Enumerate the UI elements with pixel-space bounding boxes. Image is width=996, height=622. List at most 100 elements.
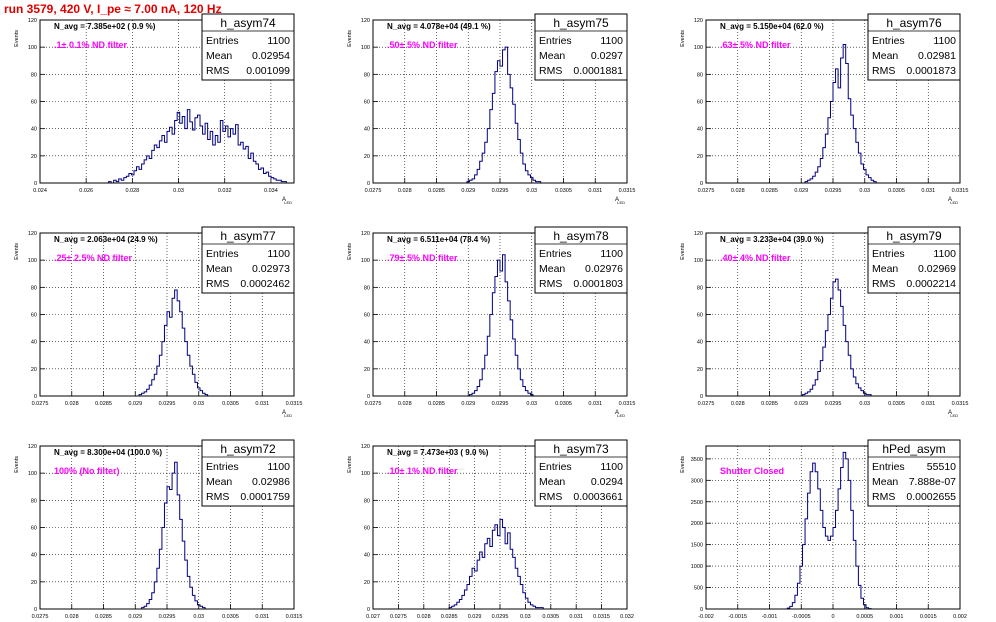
histogram-panel-h_asym72: 0.0275 0.028 0.0285 0.029 0.0295 0.03 0.0305 0.… bbox=[14, 439, 303, 620]
x-tick-label: 0.0315 bbox=[286, 614, 303, 620]
x-axis-label-sub: LED bbox=[950, 413, 958, 418]
filter-annotation: .50± 5% ND filter bbox=[387, 40, 458, 50]
y-tick-label: 100 bbox=[361, 45, 370, 51]
y-axis-label: Events bbox=[14, 456, 20, 473]
navg-text: N_avg = 7.385e+02 ( 0.9 %) bbox=[54, 22, 156, 31]
x-tick-label: 0.0315 bbox=[952, 188, 969, 194]
stats-label: Entries bbox=[206, 248, 239, 260]
canvas-title: run 3579, 420 V, I_pe ≈ 7.00 nA, 120 Hz bbox=[4, 2, 222, 16]
x-tick-label: 0.0305 bbox=[555, 188, 572, 194]
x-tick-label: 0.028 bbox=[65, 401, 79, 407]
stats-label: Mean bbox=[872, 50, 898, 62]
y-tick-label: 40 bbox=[31, 127, 37, 133]
y-tick-label: 500 bbox=[694, 586, 703, 592]
stats-value: 0.0001881 bbox=[573, 65, 623, 77]
x-tick-label: 0.0305 bbox=[222, 614, 239, 620]
x-tick-label: 0.029 bbox=[128, 401, 142, 407]
x-tick-label: 0.028 bbox=[398, 401, 412, 407]
histogram-line bbox=[706, 278, 960, 397]
stats-label: Mean bbox=[206, 263, 232, 275]
x-tick-label: 0.0275 bbox=[698, 188, 715, 194]
stats-label: Entries bbox=[539, 35, 572, 47]
y-tick-label: 0 bbox=[700, 607, 703, 613]
y-tick-label: 0 bbox=[700, 394, 703, 400]
x-tick-label: 0.001 bbox=[890, 614, 904, 620]
y-axis-label: Events bbox=[347, 30, 353, 47]
y-tick-label: 80 bbox=[31, 285, 37, 291]
y-axis-label: Events bbox=[680, 243, 686, 260]
x-tick-label: 0.0285 bbox=[761, 188, 778, 194]
y-tick-label: 3000 bbox=[691, 478, 703, 484]
stats-value: 0.0001759 bbox=[240, 491, 290, 503]
stats-label: Mean bbox=[539, 476, 565, 488]
x-tick-label: 0.0315 bbox=[286, 401, 303, 407]
stats-label: Entries bbox=[539, 248, 572, 260]
stats-label: RMS bbox=[206, 278, 229, 290]
x-tick-label: 0.028 bbox=[731, 188, 745, 194]
y-tick-label: 20 bbox=[364, 154, 370, 160]
x-tick-label: 0.03 bbox=[526, 188, 537, 194]
x-tick-label: 0.0275 bbox=[32, 401, 49, 407]
x-tick-label: 0.0305 bbox=[888, 401, 905, 407]
x-tick-label: 0.03 bbox=[859, 401, 870, 407]
x-tick-label: 0.029 bbox=[128, 614, 142, 620]
stats-value: 1100 bbox=[933, 35, 956, 47]
x-tick-label: 0.027 bbox=[366, 614, 380, 620]
stats-box bbox=[201, 13, 295, 81]
y-tick-label: 100 bbox=[28, 45, 37, 51]
filter-annotation: .25± 2.5% ND filter bbox=[54, 253, 132, 263]
stats-value: 0.0001803 bbox=[573, 278, 623, 290]
y-tick-label: 60 bbox=[364, 313, 370, 319]
y-tick-label: 80 bbox=[697, 72, 703, 78]
x-tick-label: 0.028 bbox=[398, 188, 412, 194]
stats-label: RMS bbox=[872, 491, 895, 503]
x-tick-label: 0.028 bbox=[125, 188, 139, 194]
navg-text: N_avg = 2.063e+04 (24.9 %) bbox=[54, 235, 158, 244]
stats-box bbox=[201, 439, 295, 507]
x-tick-label: 0.03 bbox=[520, 614, 531, 620]
y-tick-label: 100 bbox=[28, 471, 37, 477]
stats-label: RMS bbox=[539, 491, 562, 503]
x-tick-label: 0.031 bbox=[255, 401, 269, 407]
x-tick-label: 0.0285 bbox=[428, 401, 445, 407]
y-axis-label: Events bbox=[680, 456, 686, 473]
y-tick-label: 20 bbox=[364, 580, 370, 586]
histogram-line bbox=[373, 518, 627, 610]
stats-label: RMS bbox=[539, 278, 562, 290]
y-tick-label: 0 bbox=[34, 607, 37, 613]
x-tick-label: 0.0315 bbox=[619, 188, 636, 194]
y-tick-label: 100 bbox=[28, 258, 37, 264]
y-tick-label: 0 bbox=[34, 181, 37, 187]
stats-value: 0.02986 bbox=[252, 476, 290, 488]
y-tick-label: 1500 bbox=[691, 543, 703, 549]
navg-text: N_avg = 4.078e+04 (49.1 %) bbox=[387, 22, 491, 31]
x-tick-label: 0.03 bbox=[173, 188, 184, 194]
stats-label: Entries bbox=[872, 248, 905, 260]
stats-label: Entries bbox=[539, 461, 572, 473]
x-tick-label: 0.0315 bbox=[952, 401, 969, 407]
x-tick-label: 0.024 bbox=[33, 188, 47, 194]
x-tick-label: -0.002 bbox=[698, 614, 714, 620]
y-tick-label: 20 bbox=[697, 154, 703, 160]
x-axis-label-sub: LED bbox=[617, 200, 625, 205]
histogram-panel-hPed_asym: -0.002 -0.0015 -0.001 -0.0005 0 0.0005 0.001 0.… bbox=[680, 439, 967, 620]
stats-label: Entries bbox=[206, 35, 239, 47]
stats-label: RMS bbox=[872, 65, 895, 77]
x-tick-label: 0.0305 bbox=[555, 401, 572, 407]
x-axis-label: A bbox=[282, 410, 286, 416]
y-tick-label: 40 bbox=[364, 553, 370, 559]
x-tick-label: -0.001 bbox=[762, 614, 778, 620]
y-tick-label: 0 bbox=[367, 181, 370, 187]
stats-value: 0.0294 bbox=[591, 476, 623, 488]
y-tick-label: 120 bbox=[361, 444, 370, 450]
x-tick-label: 0.0315 bbox=[593, 614, 610, 620]
x-tick-label: 0.031 bbox=[588, 401, 602, 407]
filter-annotation: .10± 1% ND filter bbox=[387, 466, 458, 476]
x-axis-label: A bbox=[948, 410, 952, 416]
y-tick-label: 60 bbox=[31, 313, 37, 319]
y-tick-label: 0 bbox=[34, 394, 37, 400]
filter-annotation: .63± 5% ND filter bbox=[720, 40, 791, 50]
x-tick-label: 0.029 bbox=[461, 188, 475, 194]
histogram-panel-h_asym73: 0.027 0.0275 0.028 0.0285 0.029 0.0295 0.03 0.0… bbox=[347, 439, 634, 620]
x-tick-label: 0.0285 bbox=[95, 614, 112, 620]
